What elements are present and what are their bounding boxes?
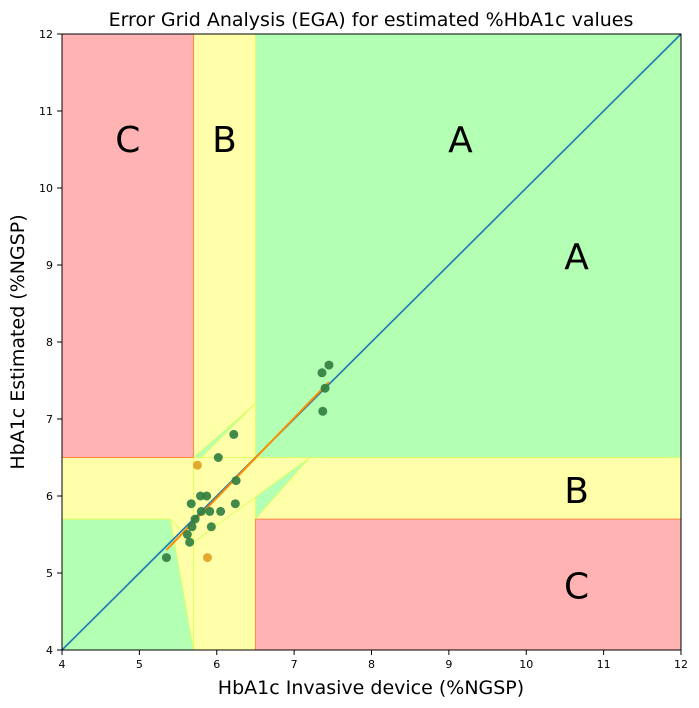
data-point	[192, 460, 202, 470]
x-tick-label: 4	[59, 658, 66, 671]
x-axis-ticks: 4 5 6 7 8 9 10 11 12	[59, 650, 688, 671]
data-point	[196, 491, 206, 501]
y-tick-label: 4	[46, 644, 53, 657]
chart-title: Error Grid Analysis (EGA) for estimated …	[109, 9, 634, 31]
x-tick-label: 9	[445, 658, 452, 671]
data-point	[202, 553, 212, 563]
zone-b-region	[61, 457, 682, 651]
zone-label: B	[212, 120, 237, 161]
y-tick-label: 12	[39, 28, 53, 41]
y-tick-label: 9	[46, 259, 53, 272]
data-point	[202, 491, 212, 501]
data-point	[317, 368, 327, 378]
zone-label: B	[564, 471, 589, 512]
x-axis-title: HbA1c Invasive device (%NGSP)	[218, 677, 524, 699]
data-point	[206, 522, 216, 532]
y-axis-title: HbA1c Estimated (%NGSP)	[7, 214, 29, 469]
data-point	[213, 453, 223, 462]
y-tick-label: 8	[46, 336, 53, 349]
y-tick-label: 6	[46, 490, 53, 503]
data-point	[185, 537, 195, 547]
plot-area: C B A A B C	[61, 33, 682, 651]
y-tick-label: 11	[39, 105, 53, 118]
zone-label: C	[564, 566, 589, 607]
y-axis-ticks: 4 5 6 7 8 9 10 11 12	[39, 28, 62, 657]
zone-c-region	[61, 33, 195, 458]
identity-line	[61, 33, 682, 651]
data-point	[187, 522, 197, 532]
x-tick-label: 12	[674, 658, 688, 671]
data-point	[230, 499, 240, 509]
data-point	[161, 553, 171, 563]
data-point	[190, 514, 200, 524]
x-tick-label: 7	[291, 658, 298, 671]
data-point	[318, 406, 328, 416]
data-point	[182, 530, 192, 539]
data-point	[186, 499, 196, 509]
data-point	[320, 383, 330, 393]
data-point	[231, 476, 241, 486]
x-tick-label: 8	[368, 658, 375, 671]
x-tick-label: 5	[136, 658, 143, 671]
x-tick-label: 11	[597, 658, 611, 671]
data-point	[205, 506, 215, 516]
zone-label: A	[448, 120, 473, 161]
data-point	[229, 429, 239, 439]
zone-label: A	[564, 237, 589, 278]
zone-b-region	[193, 33, 256, 459]
x-tick-label: 10	[519, 658, 533, 671]
y-tick-label: 5	[46, 567, 53, 580]
zone-label: C	[115, 120, 140, 161]
data-point	[216, 506, 226, 516]
zone-c-region	[254, 518, 682, 651]
data-point	[324, 360, 334, 370]
y-tick-label: 7	[46, 413, 53, 426]
x-tick-label: 6	[213, 658, 220, 671]
data-point	[196, 506, 206, 516]
y-tick-label: 10	[39, 182, 53, 195]
